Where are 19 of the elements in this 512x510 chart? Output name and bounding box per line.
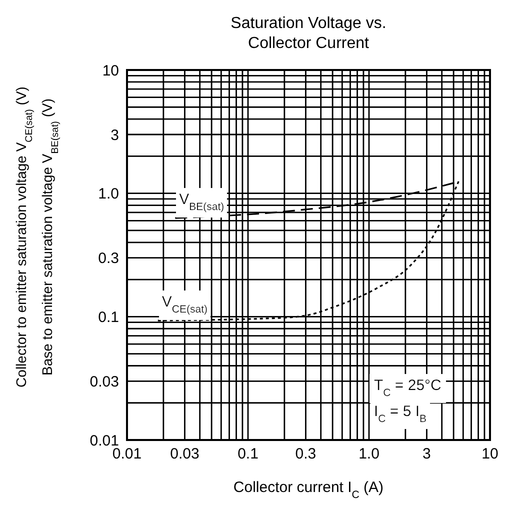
y-tick-label: 3 — [110, 126, 119, 144]
chart-title: Saturation Voltage vs. Collector Current — [230, 15, 386, 52]
y-tick-label: 10 — [102, 62, 119, 80]
annotation: T$_{C}$ = 25°C — [374, 377, 442, 399]
x-tick-label: 0.3 — [295, 446, 316, 463]
x-tick-label: 0.03 — [170, 446, 200, 463]
series-label: V$_{BE(sat)}$ — [179, 191, 224, 214]
y-tick-label: 1.0 — [98, 186, 119, 203]
x-tick-label: 3 — [422, 446, 431, 463]
series-label: V$_{CE(sat)}$ — [162, 294, 208, 316]
y-tick-label: 0.3 — [98, 250, 119, 268]
y-tick-label: 0.1 — [98, 308, 119, 326]
y-tick-label: 0.01 — [90, 432, 119, 450]
y-tick-label: 0.03 — [90, 373, 119, 390]
annotation: I$_{C}$ = 5 I$_{B}$ — [374, 403, 427, 425]
x-tick-label: 0.1 — [238, 446, 258, 463]
x-tick-label: 10 — [482, 446, 498, 463]
x-tick-label: 1.0 — [358, 446, 380, 463]
x-axis-title: Collector current I$_{C}$ (A) — [233, 479, 384, 501]
